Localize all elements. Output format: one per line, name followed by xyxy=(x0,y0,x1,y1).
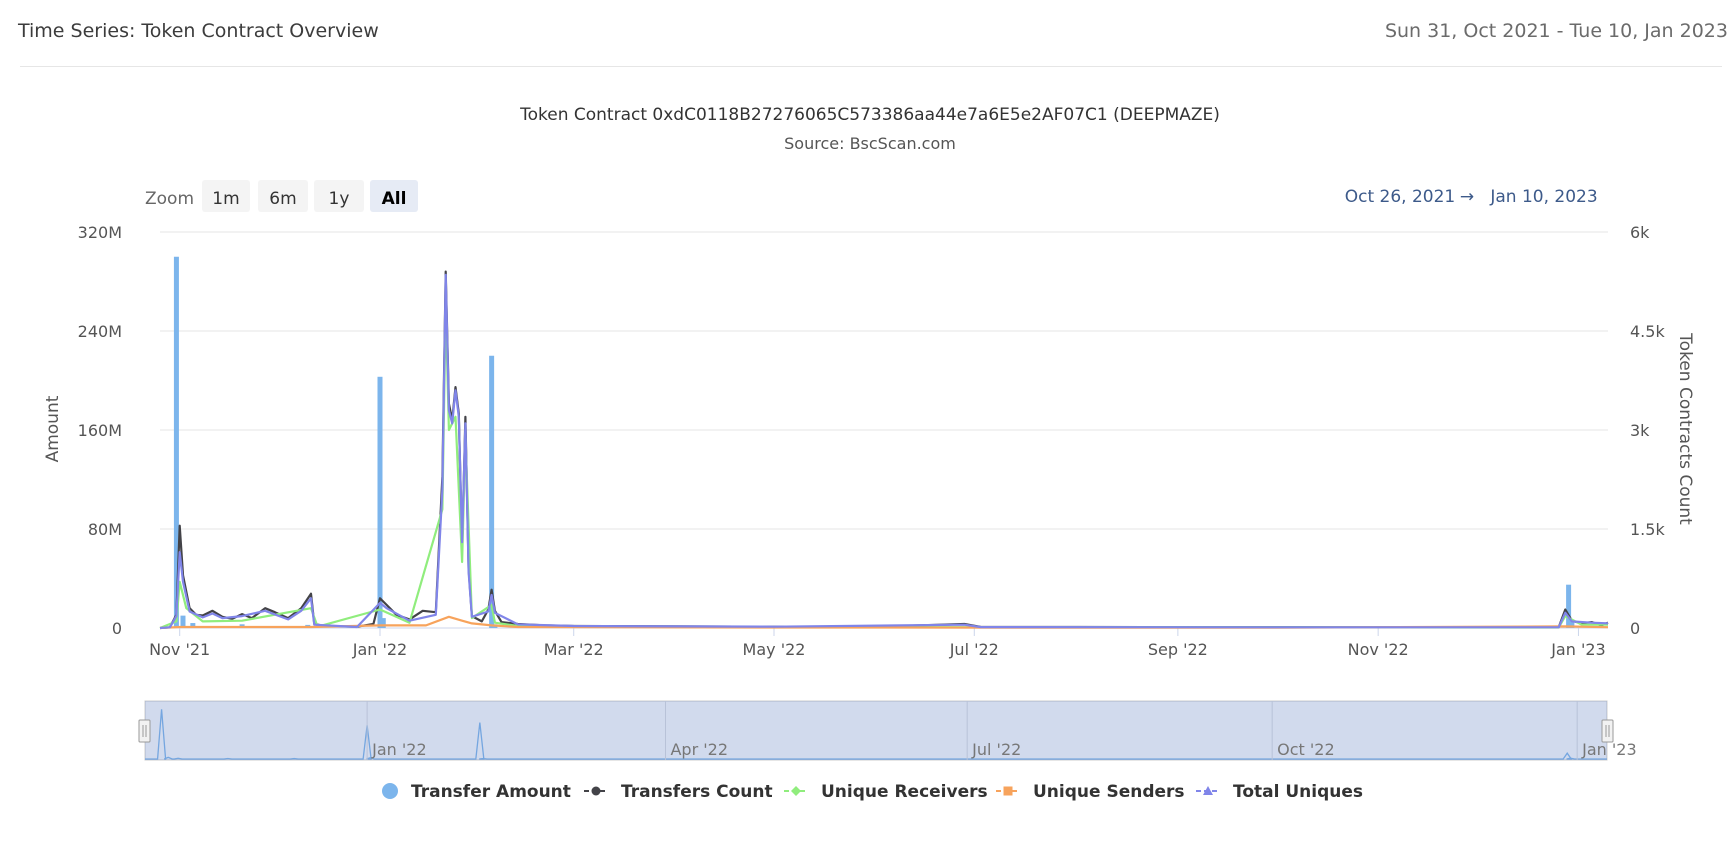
legend-label: Transfers Count xyxy=(621,782,773,802)
legend-item[interactable]: Unique Senders xyxy=(996,782,1185,802)
page-title: Time Series: Token Contract Overview xyxy=(18,20,379,42)
series-transfer-amount xyxy=(173,256,1575,628)
legend-item[interactable]: Unique Receivers xyxy=(784,782,988,802)
legend-label: Transfer Amount xyxy=(411,782,571,802)
x-tick-label: May '22 xyxy=(743,640,806,659)
navigator-frame xyxy=(144,700,1608,761)
navigator[interactable]: Jan '22 Apr '22 Jul '22 Oct '22 Jan '23 xyxy=(138,700,1637,761)
legend-symbol xyxy=(591,786,601,796)
legend-symbol xyxy=(791,786,801,796)
legend-label: Unique Receivers xyxy=(821,782,988,802)
x-tick-label: Mar '22 xyxy=(544,640,604,659)
zoom-button-6m-label: 6m xyxy=(269,189,296,209)
zoom-button-1y[interactable]: 1y xyxy=(314,180,364,212)
range-selector: Zoom 1m 6m 1y All Oct 26, 2021 → Jan 10,… xyxy=(145,180,1598,212)
series-line xyxy=(159,273,1609,630)
series-transfers-count xyxy=(159,270,1609,630)
header-divider xyxy=(20,66,1722,67)
y-right-tick-label: 6k xyxy=(1630,223,1650,242)
legend: Transfer Amount Transfers Count Unique Rec… xyxy=(382,782,1363,802)
zoom-button-1y-label: 1y xyxy=(329,189,350,209)
zoom-button-6m[interactable]: 6m xyxy=(258,180,308,212)
page-header: Time Series: Token Contract Overview Sun… xyxy=(0,0,1728,67)
chart-subtitle: Source: BscScan.com xyxy=(784,134,956,153)
zoom-button-1m-label: 1m xyxy=(212,189,239,209)
navigator-tick-label: Jan '23 xyxy=(1581,740,1637,759)
y-axis-left-title: Amount xyxy=(43,395,63,462)
chart-titles: Token Contract 0xdC0118B27276065C573386a… xyxy=(519,105,1220,153)
navigator-mask[interactable] xyxy=(145,701,1607,760)
range-from-date[interactable]: Oct 26, 2021 xyxy=(1345,187,1456,207)
y-left-tick-label: 240M xyxy=(78,322,122,341)
grid-lines xyxy=(160,231,1608,629)
y-right-tick-label: 0 xyxy=(1630,619,1640,638)
y-axis-right-title: Token Contracts Count xyxy=(1675,332,1695,525)
legend-symbol xyxy=(1003,786,1013,796)
series-total-uniques xyxy=(159,273,1609,630)
x-tick-label: Sep '22 xyxy=(1148,640,1208,659)
page-date-range: Sun 31, Oct 2021 - Tue 10, Jan 2023 xyxy=(1384,20,1728,42)
bar xyxy=(173,256,179,628)
zoom-label: Zoom xyxy=(145,189,194,209)
navigator-tick-label: Jul '22 xyxy=(971,740,1021,759)
x-axis: Nov '21 Jan '22 Mar '22 May '22 Jul '22 Sep '… xyxy=(149,627,1608,659)
navigator-ticks: Jan '22 Apr '22 Jul '22 Oct '22 Jan '23 xyxy=(366,701,1637,760)
legend-symbol xyxy=(382,783,398,799)
y-right-tick-label: 4.5k xyxy=(1630,322,1665,341)
y-left-tick-label: 80M xyxy=(88,520,122,539)
bar xyxy=(1569,621,1575,628)
y-right-tick-label: 1.5k xyxy=(1630,520,1665,539)
navigator-tick-label: Oct '22 xyxy=(1277,740,1335,759)
navigator-handle-right[interactable] xyxy=(1601,719,1614,743)
series-line xyxy=(159,303,1608,630)
x-tick-label: Jan '22 xyxy=(352,640,408,659)
y-left-tick-label: 320M xyxy=(78,223,122,242)
legend-label: Total Uniques xyxy=(1233,782,1363,802)
zoom-button-all-label: All xyxy=(382,189,407,209)
chart-title: Token Contract 0xdC0118B27276065C573386a… xyxy=(519,105,1220,125)
navigator-tick-label: Apr '22 xyxy=(670,740,728,759)
zoom-button-1m[interactable]: 1m xyxy=(202,180,250,212)
range-to-date[interactable]: Jan 10, 2023 xyxy=(1489,187,1597,207)
series-unique-receivers xyxy=(159,303,1608,630)
navigator-handle-left[interactable] xyxy=(138,719,151,743)
x-tick-label: Nov '22 xyxy=(1348,640,1409,659)
y-axis-left: 0 80M 160M 240M 320M xyxy=(78,223,122,638)
legend-item[interactable]: Total Uniques xyxy=(1196,782,1363,802)
y-right-tick-label: 3k xyxy=(1630,421,1650,440)
legend-item[interactable]: Transfers Count xyxy=(584,782,773,802)
bar xyxy=(190,623,196,628)
x-tick-label: Jul '22 xyxy=(949,640,999,659)
x-tick-label: Nov '21 xyxy=(149,640,210,659)
bar xyxy=(377,376,383,628)
zoom-button-all[interactable]: All xyxy=(370,180,418,212)
bar xyxy=(380,618,386,628)
plot-area xyxy=(159,256,1609,630)
bar xyxy=(489,355,495,628)
y-axis-right: 0 1.5k 3k 4.5k 6k xyxy=(1630,223,1665,638)
y-left-tick-label: 160M xyxy=(78,421,122,440)
legend-symbol xyxy=(1203,786,1213,795)
legend-label: Unique Senders xyxy=(1033,782,1185,802)
range-arrow: → xyxy=(1460,187,1474,207)
bar xyxy=(180,615,186,628)
series-line xyxy=(159,270,1609,630)
y-left-tick-label: 0 xyxy=(112,619,122,638)
legend-item[interactable]: Transfer Amount xyxy=(382,782,571,802)
bar xyxy=(1566,584,1572,628)
navigator-tick-label: Jan '22 xyxy=(371,740,427,759)
x-tick-label: Jan '23 xyxy=(1550,640,1606,659)
